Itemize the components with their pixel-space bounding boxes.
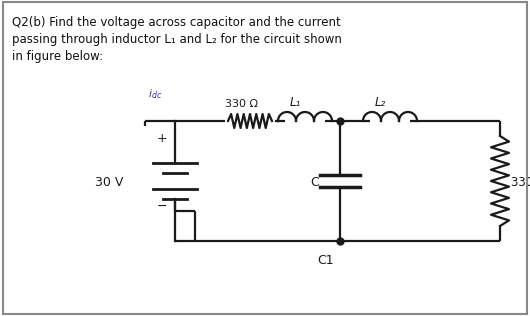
Text: −: − bbox=[157, 199, 167, 212]
Text: passing through inductor L₁ and L₂ for the circuit shown: passing through inductor L₁ and L₂ for t… bbox=[12, 33, 342, 46]
Text: C: C bbox=[310, 177, 319, 190]
Text: L₁: L₁ bbox=[290, 96, 301, 109]
Text: 330 Ω: 330 Ω bbox=[225, 99, 258, 109]
Text: Q2(b) Find the voltage across capacitor and the current: Q2(b) Find the voltage across capacitor … bbox=[12, 16, 341, 29]
Text: $i_{dc}$: $i_{dc}$ bbox=[148, 87, 162, 101]
Text: 330 Ω: 330 Ω bbox=[511, 177, 530, 190]
Text: L₂: L₂ bbox=[375, 96, 386, 109]
Text: 30 V: 30 V bbox=[95, 177, 123, 190]
Text: +: + bbox=[157, 131, 167, 144]
Text: in figure below:: in figure below: bbox=[12, 50, 103, 63]
Text: C1: C1 bbox=[317, 254, 334, 268]
